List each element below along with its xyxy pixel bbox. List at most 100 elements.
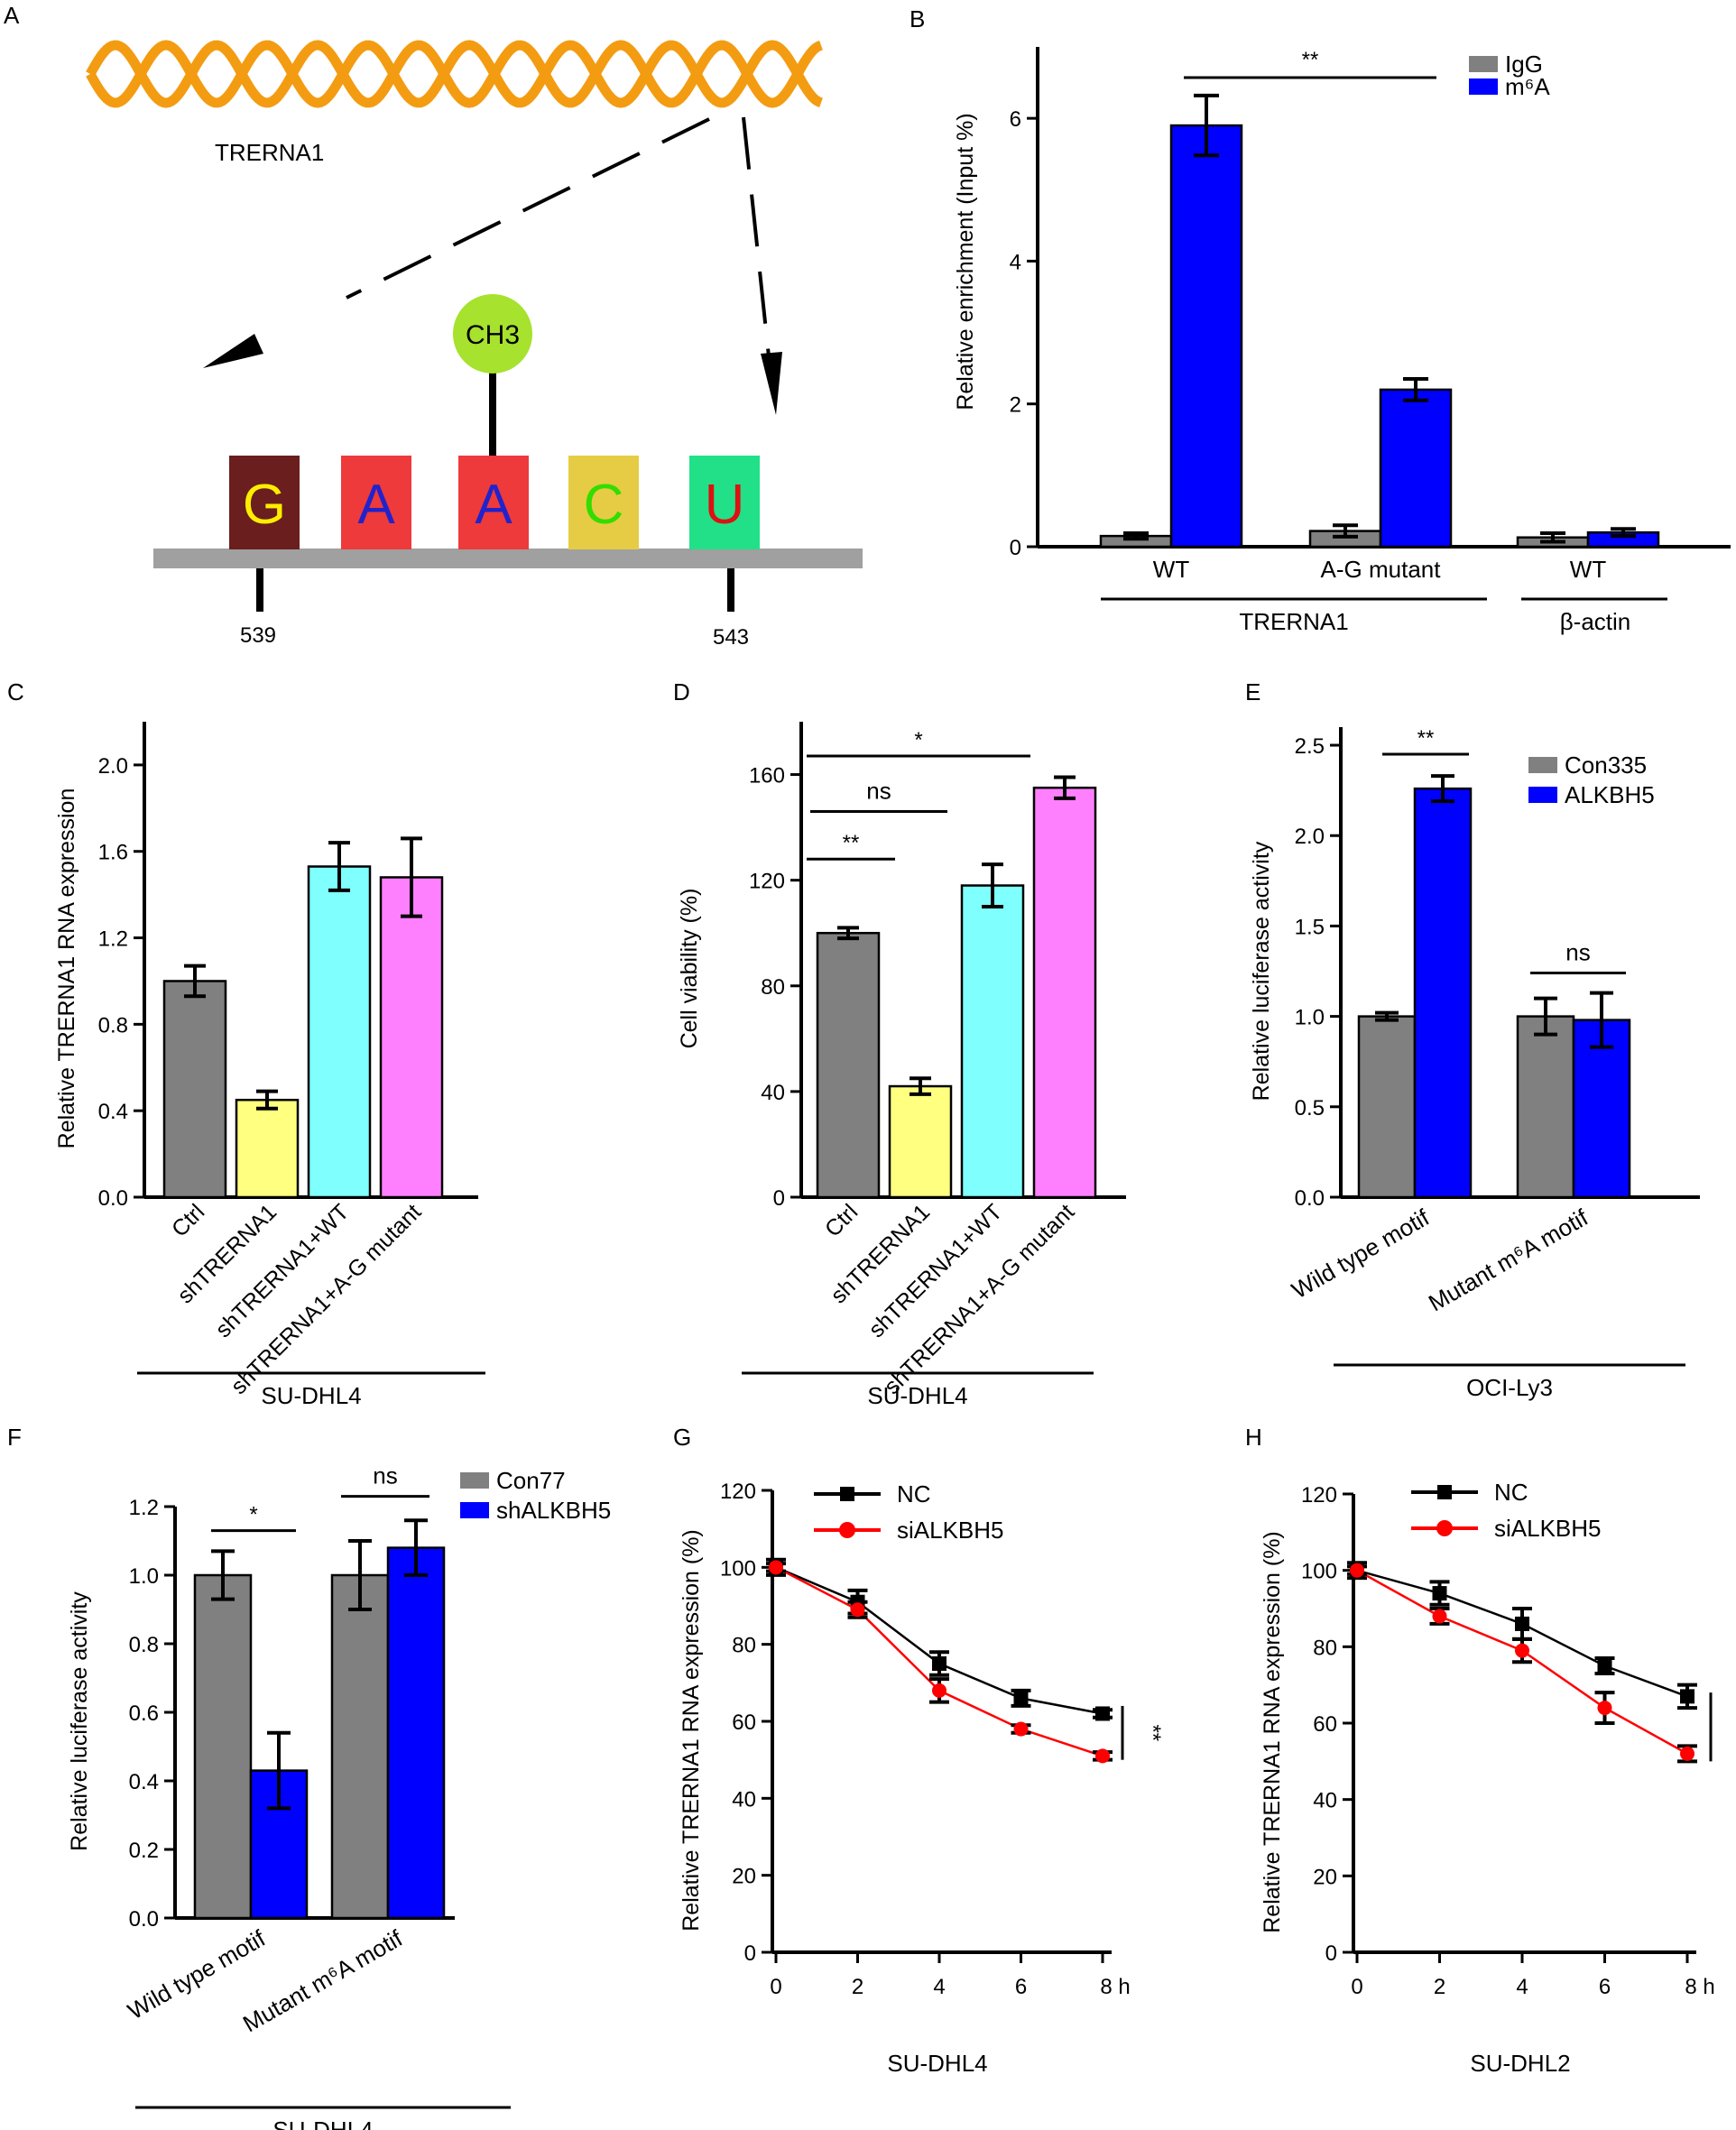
bar-c-1	[235, 1098, 300, 1199]
base-box-1	[229, 456, 300, 549]
position-end: 543	[713, 625, 749, 650]
y-tick-label-c-5: 2.0	[98, 754, 128, 779]
x-tick-label-h-2: 4	[1516, 1975, 1528, 1999]
point-h-1-2	[1515, 1643, 1529, 1658]
panel-c-chart: C 0.0 0.4 0.8 1.2 1.6 2.0 Relative TRERNA1 RNA …	[7, 678, 485, 1409]
y-tick-label-c-2: 0.8	[98, 1013, 128, 1037]
y-tick-label-d-3: 120	[749, 870, 785, 894]
y-tick-label-f-4: 0.8	[129, 1633, 159, 1657]
y-tick-label-g-6: 120	[720, 1480, 756, 1504]
y-tick-label-h-0: 0	[1325, 1941, 1337, 1966]
bar-b-m⁶A-0	[1169, 124, 1243, 549]
bar-d-1	[888, 1084, 953, 1199]
sig-e-0-text: **	[1417, 726, 1435, 751]
panel-d-chart: D 0 40 80 120 160 Cell viability (%) CtrlshTRER…	[673, 678, 1126, 1409]
arrowhead-left-icon	[203, 334, 263, 368]
sig-f-1-text: ns	[373, 1462, 397, 1489]
x-tick-label-h-0: 0	[1351, 1975, 1362, 1999]
legend-e-0-text: Con335	[1565, 751, 1647, 779]
point-h-0-4	[1680, 1689, 1694, 1704]
legend-f-0-text: Con77	[496, 1467, 566, 1494]
panel-f-chart: F 0.0 0.2 0.4 0.6 0.8 1.0 1.2 Relative luciferas…	[7, 1424, 611, 2130]
x-category-e-1: Mutant m⁶A motif	[1424, 1203, 1593, 1317]
y-tick-label-c-3: 1.2	[98, 927, 128, 952]
y-tick-label-c-0: 0.0	[98, 1186, 128, 1211]
y-tick-label-e-4: 2.0	[1295, 825, 1325, 849]
x-tick-label-g-3: 6	[1015, 1975, 1027, 1999]
legend-marker-h-0	[1437, 1485, 1452, 1499]
group-label-b-1: β-actin	[1560, 608, 1631, 635]
y-tick-label-h-4: 80	[1313, 1636, 1337, 1660]
bar-e-Con335-0	[1357, 1015, 1417, 1199]
x-axis-label-h: SU-DHL2	[1470, 2050, 1570, 2077]
y-tick-label-g-2: 40	[732, 1787, 756, 1812]
legend-b-1-text: m⁶A	[1505, 73, 1550, 100]
y-tick-label-c-4: 1.6	[98, 841, 128, 865]
x-category-d-0: Ctrl	[820, 1199, 863, 1241]
y-tick-label-h-3: 60	[1313, 1712, 1337, 1737]
y-axis-label-g: Relative TRERNA1 RNA expression (%)	[679, 1529, 704, 1932]
x-tick-label-h-3: 6	[1599, 1975, 1611, 1999]
point-h-1-1	[1432, 1609, 1447, 1624]
y-tick-label-e-5: 2.5	[1295, 734, 1325, 759]
y-tick-label-h-6: 120	[1301, 1483, 1337, 1508]
point-g-0-4	[1095, 1706, 1110, 1721]
base-letter-5: U	[705, 474, 745, 536]
legend-marker-g-1	[839, 1522, 855, 1538]
panel-label-d: D	[673, 678, 690, 705]
sig-h-text: **	[1729, 1719, 1736, 1736]
y-tick-label-f-1: 0.2	[129, 1839, 159, 1863]
base-letter-3: A	[475, 474, 512, 536]
x-tick-label-g-1: 2	[852, 1975, 863, 1999]
legend-text-g-1: siALKBH5	[897, 1517, 1004, 1544]
rna-helix-strand-2	[86, 40, 823, 108]
legend-text-h-0: NC	[1494, 1479, 1528, 1506]
legend-marker-h-1	[1436, 1520, 1453, 1536]
y-tick-label-b-3: 6	[1010, 107, 1021, 132]
point-g-1-1	[850, 1602, 865, 1618]
base-letter-1: G	[243, 474, 286, 536]
bar-e-Con335-1	[1516, 1015, 1575, 1199]
y-tick-label-e-1: 0.5	[1295, 1096, 1325, 1120]
sig-d-2-text: *	[914, 728, 922, 752]
group-label-f: SU-DHL4	[272, 2116, 373, 2130]
point-g-1-2	[932, 1683, 946, 1698]
point-h-0-1	[1432, 1586, 1447, 1601]
methyl-label: CH3	[466, 320, 520, 350]
x-tick-label-h-4: 8 h	[1685, 1975, 1714, 1999]
panel-label-a: A	[4, 2, 20, 29]
panel-label-g: G	[673, 1424, 691, 1451]
x-tick-label-g-2: 4	[933, 1975, 945, 1999]
point-g-0-3	[1013, 1691, 1029, 1706]
y-tick-label-g-5: 100	[720, 1556, 756, 1581]
y-axis-label-h: Relative TRERNA1 RNA expression (%)	[1260, 1531, 1285, 1933]
y-tick-label-e-2: 1.0	[1295, 1006, 1325, 1030]
legend-f-1-text: shALKBH5	[496, 1497, 611, 1524]
y-tick-label-f-3: 0.6	[129, 1701, 159, 1726]
y-tick-label-g-3: 60	[732, 1710, 756, 1735]
y-tick-label-g-0: 0	[744, 1941, 756, 1966]
point-g-1-4	[1095, 1748, 1110, 1764]
point-h-1-0	[1350, 1563, 1364, 1578]
point-g-0-2	[932, 1656, 946, 1671]
x-category-c-2: shTRERNA1+WT	[210, 1199, 354, 1342]
panel-label-f: F	[7, 1424, 22, 1451]
sig-e-1-text: ns	[1565, 939, 1590, 966]
x-category-e-0: Wild type motif	[1287, 1203, 1434, 1305]
legend-f-1-swatch	[460, 1502, 489, 1518]
legend-marker-g-0	[840, 1487, 854, 1501]
y-tick-label-f-6: 1.2	[129, 1496, 159, 1520]
y-axis-label-f: Relative luciferase activity	[67, 1591, 92, 1851]
y-tick-label-d-1: 40	[761, 1081, 785, 1105]
legend-b-0-text: IgG	[1505, 51, 1543, 78]
x-category-b-1: A-G mutant	[1321, 556, 1442, 583]
y-tick-label-g-1: 20	[732, 1865, 756, 1889]
bar-f-shALKBH5-1	[386, 1546, 446, 1920]
y-tick-label-f-5: 1.0	[129, 1564, 159, 1589]
y-tick-label-d-2: 80	[761, 975, 785, 1000]
y-tick-label-g-4: 80	[732, 1634, 756, 1658]
dashed-arrow-left	[346, 117, 710, 300]
bar-d-2	[960, 884, 1025, 1199]
y-tick-label-h-1: 20	[1313, 1865, 1337, 1889]
